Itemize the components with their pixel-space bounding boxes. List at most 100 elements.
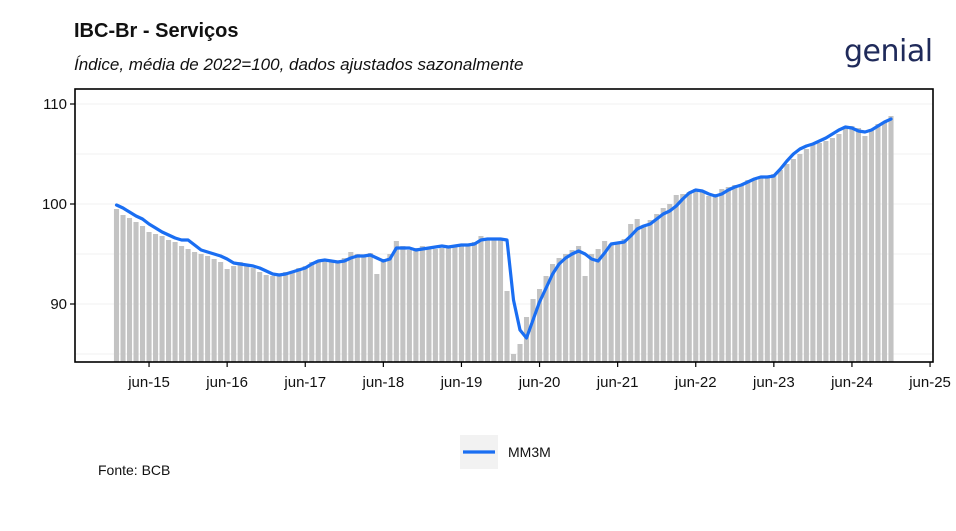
bar (550, 264, 556, 362)
x-tick-label: jun-22 (674, 374, 717, 391)
bar (563, 254, 569, 362)
bar (510, 354, 517, 362)
legend-label-mm3m: MM3M (508, 444, 551, 460)
bar (458, 244, 464, 362)
x-tick-label: jun-21 (596, 374, 639, 391)
bar (810, 145, 816, 362)
x-tick-label: jun-24 (830, 374, 873, 391)
bar (784, 164, 790, 362)
bar (543, 276, 549, 362)
bar (374, 274, 380, 362)
bar (120, 215, 126, 362)
bar (654, 214, 660, 362)
bar (393, 241, 399, 362)
bar (829, 138, 835, 362)
bar (237, 262, 243, 362)
genial-logo: genial (844, 34, 933, 69)
bar (471, 242, 478, 362)
bar (146, 232, 152, 362)
x-tick-label: jun-16 (205, 374, 248, 391)
bar (283, 272, 289, 362)
bar (667, 204, 673, 362)
bar (172, 242, 178, 362)
bar (738, 184, 744, 362)
x-tick-label: jun-18 (361, 374, 404, 391)
y-tick-label: 110 (43, 96, 67, 113)
bar (315, 260, 321, 362)
bar (309, 262, 315, 362)
x-tick-label: jun-19 (440, 374, 483, 391)
bar (406, 250, 412, 362)
bar (179, 246, 185, 362)
bar (777, 170, 783, 362)
bar (504, 291, 510, 362)
bar (478, 236, 484, 362)
x-tick-label: jun-15 (127, 374, 170, 391)
bar (602, 241, 608, 362)
bar (576, 246, 582, 362)
bar (673, 195, 679, 362)
bar (250, 268, 256, 362)
y-tick-label: 100 (42, 196, 67, 213)
bar (595, 249, 601, 362)
bar (537, 289, 543, 362)
bar (380, 259, 386, 362)
bar (497, 238, 504, 362)
bar (621, 239, 627, 362)
bar (328, 261, 334, 362)
bar (387, 254, 393, 362)
bar (113, 209, 120, 362)
chart-subtitle: Índice, média de 2022=100, dados ajustad… (74, 55, 524, 74)
bar (166, 240, 172, 362)
bar (868, 129, 875, 362)
bar (790, 159, 796, 362)
bar (634, 219, 640, 362)
bar (205, 256, 211, 362)
x-tick-label: jun-23 (752, 374, 795, 391)
bar (218, 262, 224, 362)
bar (719, 189, 725, 362)
bar (771, 174, 777, 362)
bar (725, 187, 731, 362)
bar (751, 179, 757, 362)
bar (224, 269, 230, 362)
bar (615, 242, 621, 362)
bar (517, 344, 523, 362)
bar (400, 246, 406, 362)
bar (211, 259, 217, 362)
bar (628, 224, 634, 362)
bar (348, 252, 354, 362)
bar (263, 275, 269, 362)
bar (133, 222, 139, 362)
bar (686, 192, 692, 362)
bar (432, 249, 438, 362)
bar (823, 141, 829, 362)
bar (354, 254, 360, 362)
bar (153, 234, 159, 362)
bar (569, 250, 575, 362)
bar (192, 252, 198, 362)
bar (139, 226, 146, 362)
bar (296, 268, 302, 362)
bar (198, 254, 204, 362)
bar (745, 180, 751, 362)
bar (452, 246, 458, 362)
bar (641, 226, 647, 362)
y-tick-label: 90 (50, 296, 67, 313)
bar (556, 258, 562, 362)
bar (413, 248, 419, 362)
bar (419, 246, 425, 362)
bar (270, 276, 276, 362)
bar (341, 258, 347, 362)
bar (855, 128, 861, 362)
x-tick-label: jun-25 (908, 374, 951, 391)
bar (693, 189, 699, 362)
bar (881, 122, 888, 362)
bar (491, 240, 497, 362)
bar (484, 239, 491, 362)
bar (699, 192, 705, 362)
axes: 90 100 110 jun-15 jun-16 jun-17 jun-18 jun-19 ju… (42, 88, 951, 391)
bar (185, 249, 191, 362)
bar (816, 143, 822, 362)
